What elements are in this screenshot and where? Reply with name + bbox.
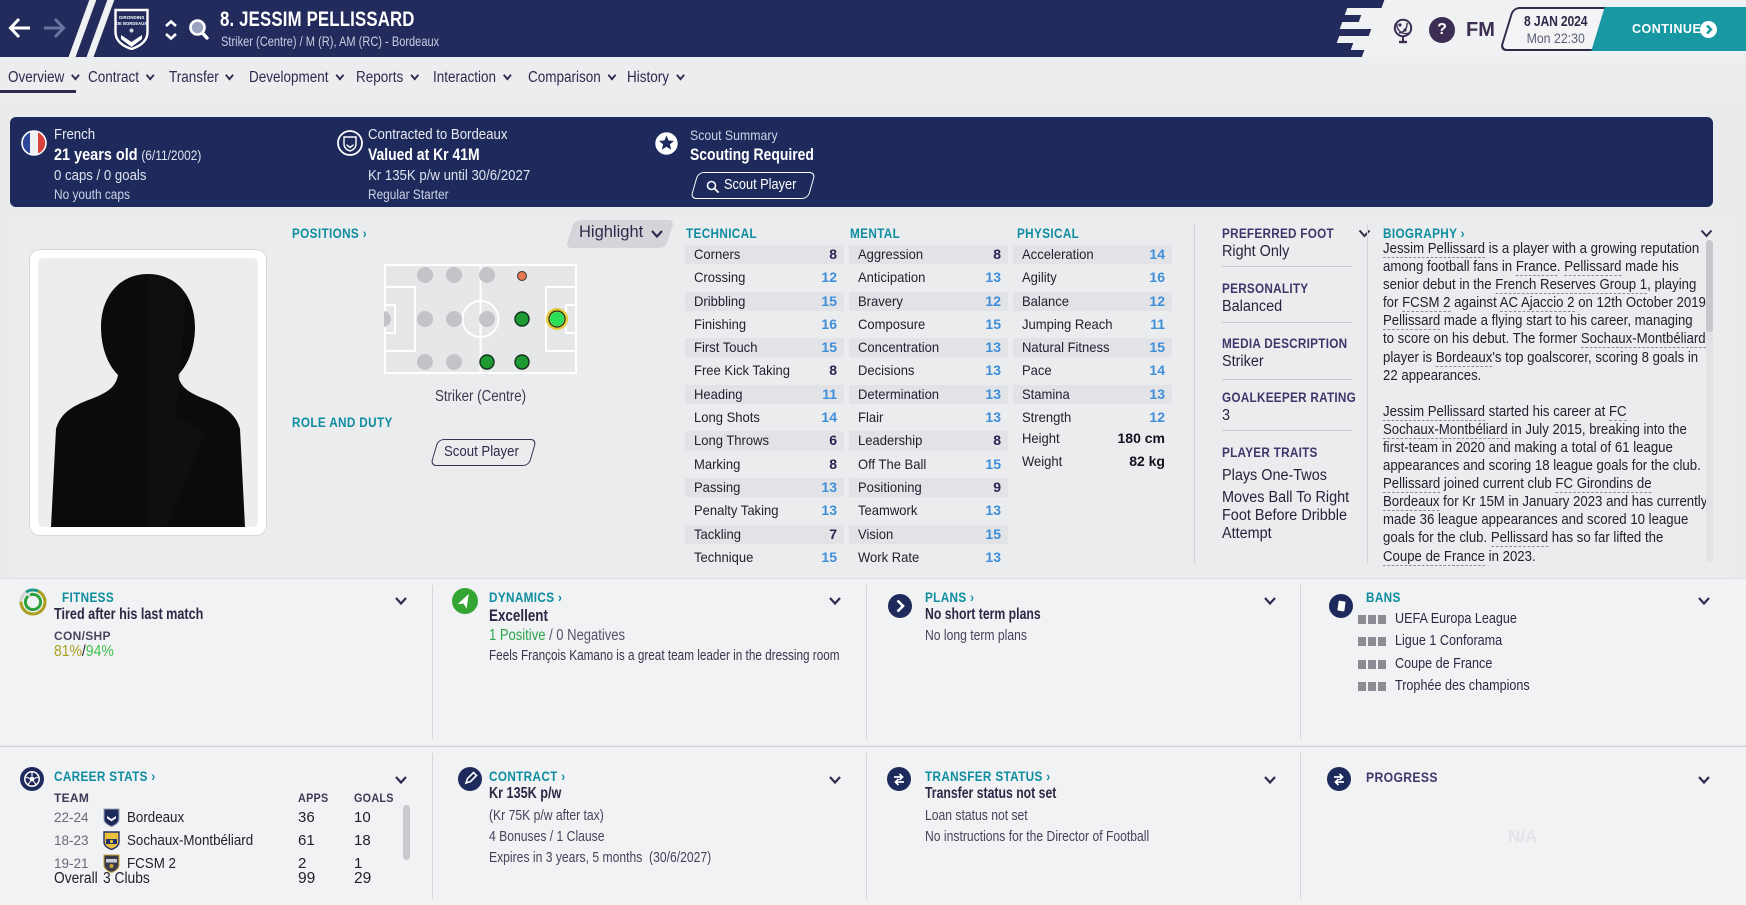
svg-text:GIRONDINS: GIRONDINS [119, 15, 145, 20]
svg-text:DE BORDEAUX: DE BORDEAUX [116, 21, 147, 26]
